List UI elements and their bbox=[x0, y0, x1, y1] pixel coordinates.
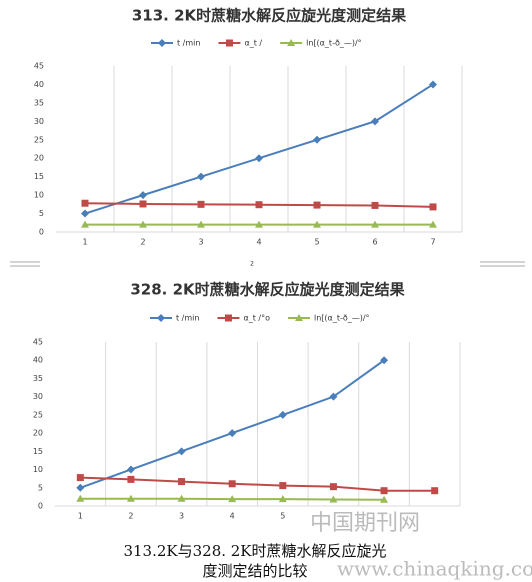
x-tick-label: 3 bbox=[198, 238, 203, 247]
marker bbox=[329, 392, 338, 401]
marker bbox=[126, 494, 135, 502]
marker bbox=[279, 482, 287, 490]
marker bbox=[313, 220, 321, 228]
marker bbox=[228, 495, 237, 503]
marker bbox=[76, 474, 84, 482]
x-tick-label: 1 bbox=[78, 512, 83, 521]
y-tick-label: 45 bbox=[33, 338, 43, 347]
marker bbox=[177, 494, 186, 502]
y-tick-label: 30 bbox=[33, 392, 43, 401]
legend-label: ln[(α_t-ð_—)/° bbox=[306, 39, 362, 48]
x-tick-label: 4 bbox=[230, 512, 235, 521]
y-tick-label: 40 bbox=[34, 80, 44, 89]
y-tick-label: 5 bbox=[38, 483, 43, 492]
y-tick-label: 40 bbox=[33, 356, 43, 365]
x-tick-label: 2 bbox=[140, 238, 145, 247]
marker bbox=[371, 220, 379, 228]
caption: 313.2K与328. 2K时蔗糖水解反应旋光 bbox=[123, 542, 386, 560]
marker bbox=[76, 494, 85, 502]
marker bbox=[313, 201, 321, 209]
marker bbox=[429, 220, 437, 228]
y-tick-label: 35 bbox=[34, 98, 44, 107]
marker bbox=[139, 220, 147, 228]
marker bbox=[255, 154, 263, 163]
y-tick-label: 15 bbox=[33, 447, 43, 456]
x-tick-label: 5 bbox=[314, 238, 319, 247]
x-tick-label: 7 bbox=[430, 238, 435, 247]
legend-label: α_t /°o bbox=[243, 314, 270, 323]
x-tick-label: 5 bbox=[280, 512, 285, 521]
watermark: 中国期刊网 bbox=[310, 511, 420, 536]
y-tick-label: 0 bbox=[38, 502, 43, 511]
legend-label: α_t / bbox=[244, 39, 262, 48]
legend-label: ln[(α_t-ð_—)/° bbox=[314, 314, 370, 323]
y-tick-label: 5 bbox=[39, 209, 44, 218]
marker bbox=[81, 209, 89, 218]
marker bbox=[329, 483, 337, 491]
marker bbox=[157, 314, 165, 322]
marker bbox=[329, 495, 338, 503]
marker bbox=[197, 172, 205, 181]
marker bbox=[139, 191, 147, 200]
x-tick-label: 2 bbox=[128, 512, 133, 521]
y-tick-label: 10 bbox=[34, 191, 44, 200]
marker bbox=[228, 429, 237, 438]
marker bbox=[429, 203, 437, 211]
marker bbox=[225, 39, 233, 47]
marker bbox=[197, 200, 205, 208]
marker bbox=[126, 465, 135, 474]
series-line bbox=[80, 476, 435, 492]
marker bbox=[197, 220, 205, 228]
marker bbox=[371, 117, 379, 126]
marker bbox=[158, 39, 166, 47]
caption: 度测定结的比较 bbox=[202, 562, 307, 580]
page-number: 2 bbox=[250, 261, 254, 268]
marker bbox=[380, 356, 389, 365]
chart-title: 313. 2K时蔗糖水解反应旋光度测定结果 bbox=[132, 7, 407, 25]
marker bbox=[228, 480, 236, 488]
y-tick-label: 30 bbox=[34, 117, 44, 126]
marker bbox=[178, 478, 186, 486]
marker bbox=[278, 495, 287, 503]
chart-title: 328. 2K时蔗糖水解反应旋光度测定结果 bbox=[130, 281, 405, 299]
marker bbox=[295, 314, 304, 321]
series-line bbox=[79, 359, 385, 489]
y-tick-label: 25 bbox=[33, 410, 43, 419]
marker bbox=[127, 475, 135, 483]
y-tick-label: 15 bbox=[34, 172, 44, 181]
y-tick-label: 25 bbox=[34, 135, 44, 144]
marker bbox=[380, 487, 388, 495]
x-tick-label: 3 bbox=[179, 512, 184, 521]
watermark: www.chinaqking.com bbox=[337, 557, 532, 581]
marker bbox=[278, 410, 287, 419]
marker bbox=[371, 201, 379, 209]
marker bbox=[431, 487, 439, 495]
marker bbox=[76, 483, 85, 492]
marker bbox=[81, 199, 89, 207]
marker bbox=[380, 495, 389, 503]
marker bbox=[255, 201, 263, 209]
x-tick-label: 4 bbox=[256, 238, 261, 247]
x-tick-label: 6 bbox=[372, 238, 377, 247]
marker bbox=[255, 220, 263, 228]
y-tick-label: 45 bbox=[34, 62, 44, 71]
x-tick-label: 1 bbox=[82, 238, 87, 247]
marker bbox=[224, 314, 232, 322]
marker bbox=[313, 135, 321, 144]
y-tick-label: 20 bbox=[34, 154, 44, 163]
y-tick-label: 20 bbox=[33, 429, 43, 438]
marker bbox=[177, 447, 186, 456]
marker bbox=[287, 39, 296, 46]
y-tick-label: 10 bbox=[33, 465, 43, 474]
series-line bbox=[84, 83, 434, 215]
legend-label: t /min bbox=[177, 39, 200, 48]
marker bbox=[429, 80, 437, 89]
marker bbox=[81, 220, 89, 228]
legend-label: t /min bbox=[176, 314, 199, 323]
marker bbox=[139, 200, 147, 208]
y-tick-label: 35 bbox=[33, 374, 43, 383]
y-tick-label: 0 bbox=[39, 228, 44, 237]
